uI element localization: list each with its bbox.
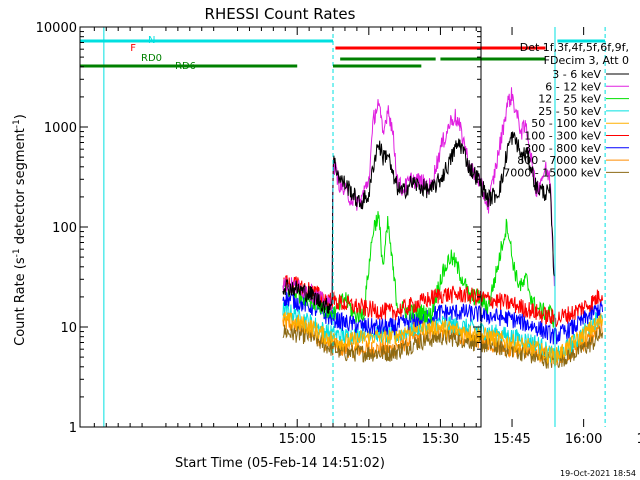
series-line [282,275,603,327]
y-tick-label: 100 [52,221,77,236]
legend: Det 1f,3f,4f,5f,6f,9f,FDecim 3, Att 03 -… [503,41,629,179]
y-axis-label-part: Count Rate (s [13,257,28,346]
y-axis-label-superscript: -1 [12,248,22,257]
plot-area: N F RD0 RD6 1 10 100 1000 10000 15:00 15:15 15:30 15… [36,21,640,447]
legend-entry-label: 7000 - 15000 keV [503,166,601,179]
y-tick-label: 1000 [44,121,77,136]
legend-entry-label: 100 - 300 keV [524,130,601,143]
y-axis-label-part: ) [13,114,28,119]
legend-entry-label: 25 - 50 keV [538,105,601,118]
legend-entry-label: 12 - 25 keV [538,93,601,106]
y-tick-label: 10 [60,321,77,336]
y-tick-label: 10000 [36,21,77,36]
x-axis-label: Start Time (05-Feb-14 14:51:02) [175,456,385,471]
legend-entry-label: 800 - 7000 keV [517,154,601,167]
flag-bar-label: N [148,35,155,46]
chart-title: RHESSI Count Rates [205,5,356,23]
x-tick-label: 16:15 [637,432,640,447]
x-tick-label: 15:45 [493,432,530,447]
legend-entry-label: 300 - 800 keV [524,142,601,155]
series-line [282,324,603,369]
legend-entry-label: 6 - 12 keV [545,80,601,93]
series-line [282,131,555,314]
y-tick-label: 1 [69,421,77,436]
x-tick-label: 15:00 [278,432,315,447]
flag-bar-label: F [130,43,136,54]
series-line [282,290,603,345]
series-line [282,300,603,364]
series-line [282,211,555,328]
y-axis-label: Count Rate (s-1 detector segment-1) [12,114,28,346]
x-tick-label: 16:00 [565,432,602,447]
flag-bar-label: RD0 [141,53,162,64]
series-line [282,311,603,368]
x-tick-label: 15:30 [422,432,459,447]
series-line [282,87,555,312]
flag-bar-label: RD6 [175,61,196,72]
legend-header-line: FDecim 3, Att 0 [544,54,629,67]
y-axis-label-superscript: -1 [12,119,22,128]
legend-header-line: Det 1f,3f,4f,5f,6f,9f, [520,41,629,54]
legend-entry-label: 3 - 6 keV [552,68,601,81]
y-axis-label-part: detector segment [13,128,28,248]
plot-frame [79,26,482,428]
x-tick-label: 15:15 [350,432,387,447]
legend-entry-label: 50 - 100 keV [531,117,601,130]
footer-timestamp: 19-Oct-2021 18:54 [560,469,636,478]
